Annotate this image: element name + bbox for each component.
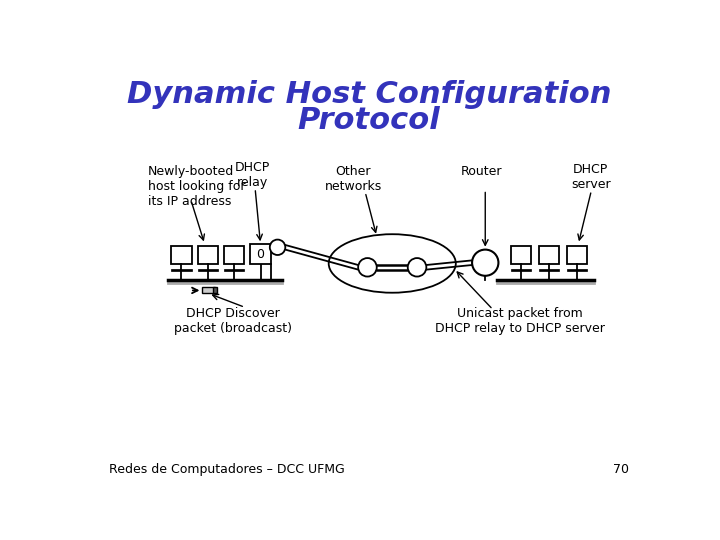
Text: Protocol: Protocol <box>297 106 441 135</box>
Text: Other
networks: Other networks <box>325 165 382 193</box>
Circle shape <box>270 240 285 255</box>
Circle shape <box>408 258 426 276</box>
Ellipse shape <box>329 234 456 293</box>
Text: Newly-booted
host looking for
its IP address: Newly-booted host looking for its IP add… <box>148 165 246 208</box>
Text: Dynamic Host Configuration: Dynamic Host Configuration <box>127 79 611 109</box>
Bar <box>510 246 531 264</box>
Bar <box>171 246 192 264</box>
Bar <box>213 287 217 294</box>
Bar <box>224 246 244 264</box>
Text: DHCP
relay: DHCP relay <box>235 161 271 189</box>
Bar <box>250 244 271 264</box>
Circle shape <box>358 258 377 276</box>
Text: DHCP
server: DHCP server <box>571 164 611 191</box>
Text: Unicast packet from
DHCP relay to DHCP server: Unicast packet from DHCP relay to DHCP s… <box>435 307 605 335</box>
Text: DHCP Discover
packet (broadcast): DHCP Discover packet (broadcast) <box>174 307 292 335</box>
Bar <box>567 246 587 264</box>
Bar <box>539 246 559 264</box>
Text: 70: 70 <box>613 463 629 476</box>
Bar <box>202 287 215 294</box>
Bar <box>198 246 218 264</box>
Circle shape <box>472 249 498 276</box>
Text: Router: Router <box>461 165 502 178</box>
Text: 0: 0 <box>256 248 264 261</box>
Text: Redes de Computadores – DCC UFMG: Redes de Computadores – DCC UFMG <box>109 463 345 476</box>
